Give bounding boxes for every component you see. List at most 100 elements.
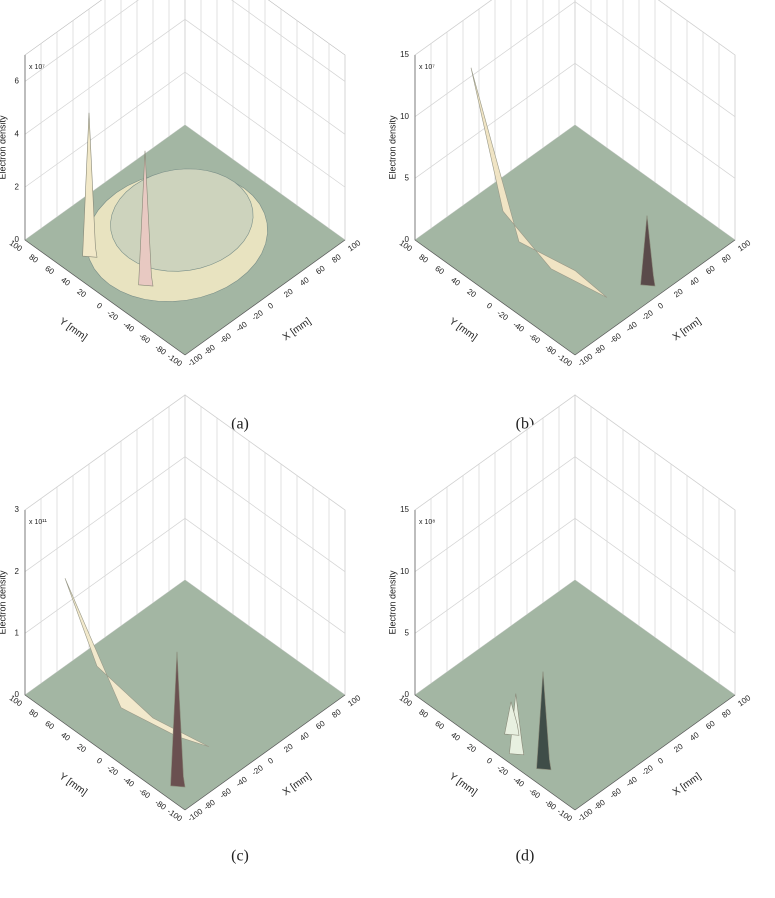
x-tick-label: 60 xyxy=(704,719,717,732)
x-tick-label: 80 xyxy=(720,707,733,720)
surface-peak xyxy=(640,215,656,287)
panel: 0246-100-80-60-40-20020406080100-100-80-… xyxy=(0,0,363,433)
y-tick-label: -100 xyxy=(166,352,185,369)
y-tick-label: 100 xyxy=(8,693,25,708)
surface xyxy=(470,67,608,298)
z-tick-label: 5 xyxy=(405,628,410,637)
x-tick-label: -40 xyxy=(624,775,639,789)
y-tick-label: -60 xyxy=(137,786,152,800)
x-tick-label: -40 xyxy=(234,775,249,789)
y-tick-label: -80 xyxy=(153,343,168,357)
x-tick-label: -100 xyxy=(186,351,205,368)
z-tick-label: 1 xyxy=(15,628,20,637)
y-axis-label: Y [mm] xyxy=(447,316,479,343)
y-tick-label: 0 xyxy=(485,301,494,311)
x-tick-label: 20 xyxy=(282,742,295,755)
x-tick-label: 80 xyxy=(330,707,343,720)
z-tick-label: 5 xyxy=(405,173,410,182)
y-tick-label: -60 xyxy=(527,331,542,345)
x-tick-label: 20 xyxy=(282,287,295,300)
y-tick-label: 60 xyxy=(433,719,446,732)
y-tick-label: 80 xyxy=(27,707,40,720)
x-axis-label: X [mm] xyxy=(671,316,703,343)
y-tick-label: -40 xyxy=(121,775,136,789)
y-axis xyxy=(24,239,186,356)
y-tick-label: -40 xyxy=(511,775,526,789)
x-tick-label: -80 xyxy=(592,343,607,357)
z-tick-label: 10 xyxy=(400,567,409,576)
y-tick-label: 0 xyxy=(95,301,104,311)
x-tick-label: 40 xyxy=(298,275,311,288)
z-multiplier: x 10⁷ xyxy=(29,64,45,71)
x-tick-label: -60 xyxy=(218,786,233,800)
x-tick-label: 80 xyxy=(720,252,733,265)
x-tick-label: 40 xyxy=(298,730,311,743)
x-tick-label: 60 xyxy=(704,264,717,277)
surface-peak xyxy=(138,150,154,287)
panel-caption: (c) xyxy=(231,848,249,865)
x-tick-label: 60 xyxy=(314,264,327,277)
x-axis xyxy=(574,239,736,356)
x-axis xyxy=(574,694,736,811)
y-tick-label: 40 xyxy=(449,730,462,743)
y-tick-label: 0 xyxy=(485,756,494,766)
z-axis-label: Electron density xyxy=(387,570,397,635)
panel: 051015-100-80-60-40-20020406080100-100-8… xyxy=(387,0,753,433)
x-tick-label: 100 xyxy=(346,693,363,708)
y-axis xyxy=(414,694,576,811)
x-tick-label: -100 xyxy=(576,351,595,368)
y-tick-label: 100 xyxy=(398,693,415,708)
x-tick-label: 0 xyxy=(656,756,665,766)
x-axis xyxy=(184,694,346,811)
x-axis-label: X [mm] xyxy=(281,771,313,798)
y-tick-label: 40 xyxy=(59,275,72,288)
y-tick-label: -80 xyxy=(153,798,168,812)
panel-caption: (a) xyxy=(231,416,249,433)
y-tick-label: 20 xyxy=(465,287,478,300)
x-axis-label: X [mm] xyxy=(671,771,703,798)
x-tick-label: -60 xyxy=(608,786,623,800)
y-tick-label: -100 xyxy=(166,807,185,824)
surface-peak xyxy=(82,112,98,258)
z-tick-label: 0 xyxy=(405,690,410,699)
x-tick-label: 0 xyxy=(266,756,275,766)
y-tick-label: -60 xyxy=(527,786,542,800)
y-tick-label: -20 xyxy=(495,308,510,322)
surface xyxy=(64,578,210,748)
x-tick-label: -80 xyxy=(592,798,607,812)
x-tick-label: 60 xyxy=(314,719,327,732)
x-tick-label: -40 xyxy=(624,320,639,334)
y-tick-label: -80 xyxy=(543,343,558,357)
x-tick-label: -20 xyxy=(250,763,265,777)
x-tick-label: 100 xyxy=(736,693,753,708)
z-tick-label: 0 xyxy=(15,235,20,244)
grid-line xyxy=(414,0,493,56)
y-tick-label: 0 xyxy=(95,756,104,766)
x-tick-label: 80 xyxy=(330,252,343,265)
panel: 051015-100-80-60-40-20020406080100-100-8… xyxy=(387,394,753,865)
z-tick-label: 15 xyxy=(400,50,409,59)
x-tick-label: -20 xyxy=(640,308,655,322)
y-tick-label: 40 xyxy=(59,730,72,743)
x-tick-label: 100 xyxy=(736,238,753,253)
x-tick-label: -20 xyxy=(250,308,265,322)
x-tick-label: -40 xyxy=(234,320,249,334)
y-tick-label: 80 xyxy=(27,252,40,265)
y-tick-label: -100 xyxy=(556,352,575,369)
z-axis-label: Electron density xyxy=(0,115,7,180)
y-tick-label: -40 xyxy=(511,320,526,334)
z-tick-label: 3 xyxy=(15,505,20,514)
y-tick-label: -80 xyxy=(543,798,558,812)
y-axis-label: Y [mm] xyxy=(447,771,479,798)
x-tick-label: -100 xyxy=(576,806,595,823)
z-tick-label: 0 xyxy=(405,235,410,244)
x-tick-label: 40 xyxy=(688,730,701,743)
y-axis xyxy=(414,239,576,356)
y-tick-label: 100 xyxy=(398,238,415,253)
x-tick-label: 100 xyxy=(346,238,363,253)
grid-line xyxy=(657,0,736,56)
y-tick-label: 80 xyxy=(417,707,430,720)
z-axis-label: Electron density xyxy=(387,115,397,180)
z-tick-label: 10 xyxy=(400,112,409,121)
